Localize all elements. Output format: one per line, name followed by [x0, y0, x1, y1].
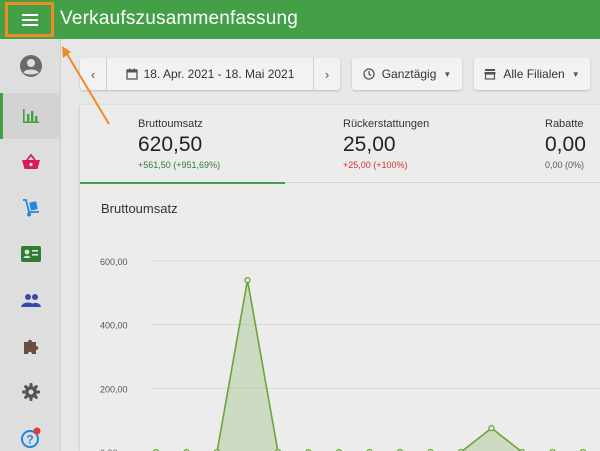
kpi-value: 0,00 — [545, 133, 586, 156]
kpi-value: 620,50 — [138, 133, 203, 156]
store-icon — [484, 69, 496, 80]
sidebar-item-settings[interactable] — [0, 369, 61, 415]
id-card-icon — [20, 246, 41, 262]
chart-title: Bruttoumsatz — [101, 201, 178, 216]
sidebar-item-employees[interactable] — [0, 231, 61, 277]
bar-chart-icon — [22, 109, 39, 123]
kpi-refunds[interactable]: Rückerstattungen 25,00 +25,00 (+100%) — [285, 105, 490, 183]
previous-period-button[interactable]: ‹ — [90, 66, 96, 82]
sidebar-item-integrations[interactable] — [0, 323, 61, 369]
hamburger-icon — [21, 13, 38, 26]
next-period-button[interactable]: › — [324, 66, 330, 82]
help-icon: ? — [20, 427, 40, 448]
time-filter-label: Ganztägig — [381, 67, 437, 81]
app-header: Verkaufszusammenfassung — [0, 0, 600, 39]
data-point[interactable] — [244, 276, 251, 284]
page-title: Verkaufszusammenfassung — [60, 8, 298, 29]
sidebar-item-items[interactable] — [0, 139, 61, 185]
kpi-label: Rabatte — [545, 118, 584, 130]
report-card: Bruttoumsatz 620,50 +561,50 (+951,69%) R… — [80, 105, 600, 451]
hand-truck-icon — [22, 199, 39, 217]
series-area — [217, 280, 521, 451]
kpi-delta: 0,00 (0%) — [545, 160, 585, 170]
chevron-down-icon: ▼ — [571, 69, 580, 79]
kpi-value: 25,00 — [343, 133, 396, 156]
sidebar-item-customers[interactable] — [0, 277, 61, 323]
time-filter-dropdown[interactable]: Ganztägig ▼ — [352, 58, 462, 90]
kpi-label: Bruttoumsatz — [138, 118, 203, 130]
calendar-icon — [125, 68, 138, 80]
basket-icon — [21, 154, 40, 169]
sidebar: ? — [0, 39, 61, 451]
user-circle-icon — [19, 55, 42, 77]
svg-text:?: ? — [26, 433, 33, 447]
data-point[interactable] — [488, 424, 495, 432]
y-tick-label: 0,00 — [100, 448, 118, 451]
date-range-button[interactable]: 18. Apr. 2021 - 18. Mai 2021 — [107, 67, 313, 81]
y-tick-label: 400,00 — [100, 321, 128, 331]
chevron-down-icon: ▼ — [443, 69, 452, 79]
kpi-discounts[interactable]: Rabatte 0,00 0,00 (0%) — [510, 105, 600, 183]
kpi-gross-sales[interactable]: Bruttoumsatz 620,50 +561,50 (+951,69%) — [80, 105, 285, 184]
kpi-label: Rückerstattungen — [343, 118, 430, 130]
sidebar-item-help[interactable]: ? — [0, 415, 61, 451]
sidebar-item-reports[interactable] — [0, 93, 61, 139]
clock-icon — [363, 68, 375, 80]
y-tick-label: 200,00 — [100, 384, 128, 394]
puzzle-icon — [23, 339, 38, 354]
y-tick-label: 600,00 — [100, 257, 128, 267]
kpi-delta: +25,00 (+100%) — [343, 160, 408, 170]
people-icon — [20, 294, 41, 307]
kpi-delta: +561,50 (+951,69%) — [138, 160, 221, 170]
date-range-label: 18. Apr. 2021 - 18. Mai 2021 — [143, 67, 295, 81]
kpi-tabs: Bruttoumsatz 620,50 +561,50 (+951,69%) R… — [80, 105, 600, 184]
gross-sales-chart: 600,00 400,00 200,00 0,00 — [100, 257, 600, 451]
menu-button[interactable] — [5, 2, 54, 37]
sidebar-item-account[interactable] — [0, 43, 61, 89]
store-filter-dropdown[interactable]: Alle Filialen ▼ — [474, 58, 590, 90]
gear-icon — [21, 383, 40, 401]
date-range-picker: ‹ 18. Apr. 2021 - 18. Mai 2021 › — [80, 58, 340, 90]
sidebar-item-inventory[interactable] — [0, 185, 61, 231]
store-filter-label: Alle Filialen — [503, 67, 565, 81]
